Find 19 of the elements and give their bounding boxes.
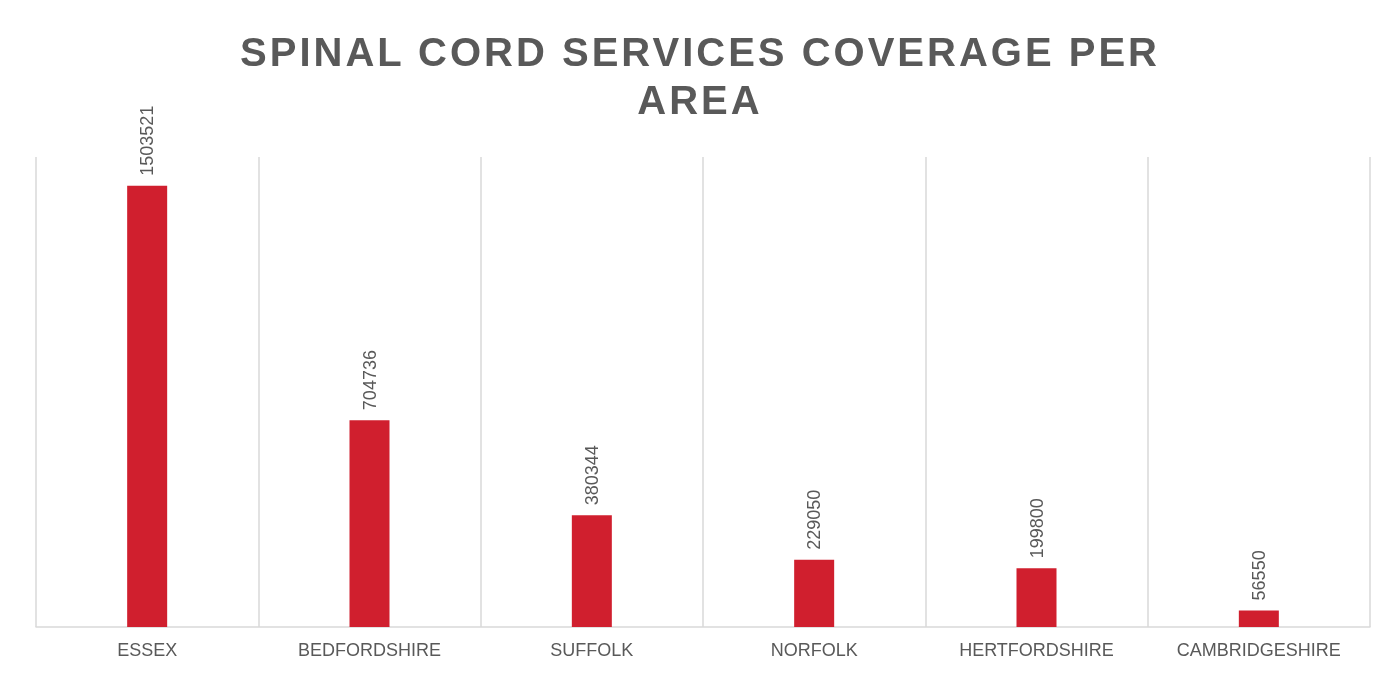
bar xyxy=(349,420,390,627)
bar xyxy=(1238,610,1279,627)
x-tick-label: SUFFOLK xyxy=(550,640,634,660)
bar xyxy=(571,515,612,627)
bar xyxy=(127,185,168,627)
x-tick-label: CAMBRIDGESHIRE xyxy=(1176,640,1341,660)
chart-title: SPINAL CORD SERVICES COVERAGE PER AREA xyxy=(239,29,1161,124)
bar xyxy=(794,559,835,627)
x-tick-label: NORFOLK xyxy=(770,640,858,660)
data-label: 1503521 xyxy=(137,105,158,176)
data-label: 704736 xyxy=(359,350,380,411)
data-label: 199800 xyxy=(1026,498,1047,559)
x-tick-label: HERTFORDSHIRE xyxy=(959,640,1114,660)
bar xyxy=(1016,568,1057,627)
data-label: 229050 xyxy=(804,489,825,550)
data-label: 56550 xyxy=(1248,550,1269,601)
x-tick-label: BEDFORDSHIRE xyxy=(297,640,442,660)
data-label: 380344 xyxy=(581,445,602,506)
x-tick-label: ESSEX xyxy=(117,640,178,660)
